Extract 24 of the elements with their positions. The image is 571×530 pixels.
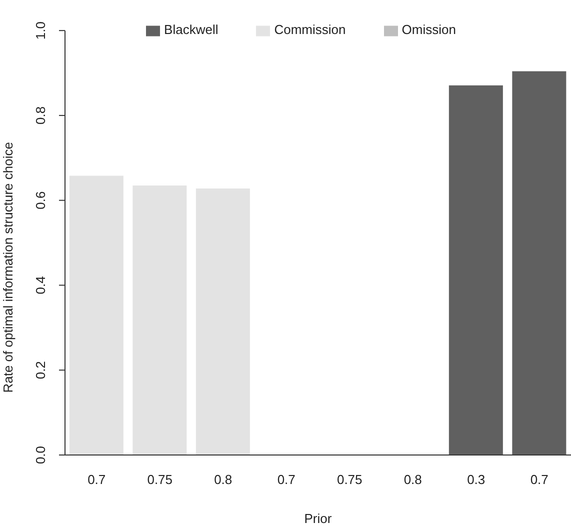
x-tick-label: 0.3: [467, 472, 486, 488]
y-axis-title: Rate of optimal information structure choice: [0, 142, 16, 393]
legend-label: Omission: [402, 22, 456, 37]
x-tick-label: 0.8: [404, 472, 422, 488]
x-tick-label: 0.7: [277, 472, 296, 488]
x-tick-label: 0.75: [336, 472, 362, 488]
x-tick-label: 0.8: [214, 472, 232, 488]
x-tick-label: 0.7: [530, 472, 548, 488]
legend-label: Commission: [274, 22, 346, 37]
legend-label: Blackwell: [164, 22, 218, 37]
x-axis-title: Prior: [304, 511, 332, 526]
x-tick-label: 0.7: [88, 472, 106, 488]
y-tick-label: 0.4: [33, 276, 48, 294]
bar: [132, 185, 187, 455]
y-tick-label: 0.2: [33, 361, 48, 380]
bar: [69, 176, 124, 455]
x-tick-label: 0.75: [147, 472, 173, 488]
bar: [448, 85, 503, 455]
y-tick-label: 0.0: [33, 446, 48, 464]
bar: [196, 188, 250, 455]
y-tick-label: 0.6: [33, 191, 48, 210]
y-tick-label: 1.0: [33, 22, 48, 40]
y-tick-label: 0.8: [33, 106, 48, 124]
bar: [512, 71, 566, 455]
